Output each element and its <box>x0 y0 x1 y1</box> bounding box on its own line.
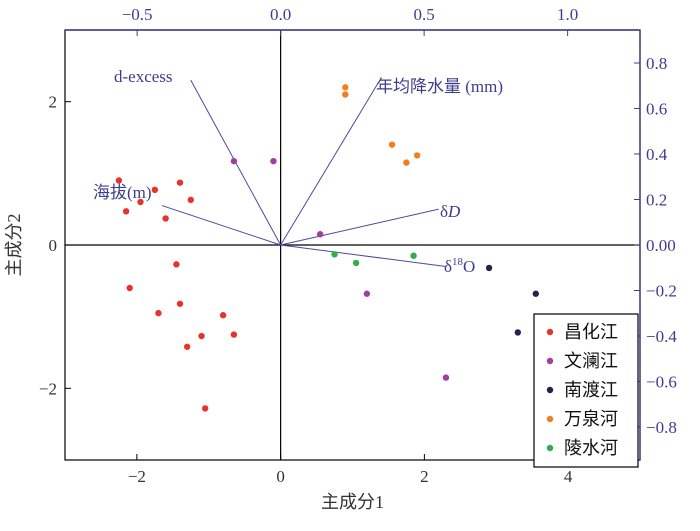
loading-label: 年均降水量 (mm) <box>376 77 503 96</box>
loading-label: δD <box>440 202 461 221</box>
top-tick-label: 0.0 <box>270 5 291 24</box>
y-tick-label: 2 <box>49 93 58 112</box>
legend-label: 南渡江 <box>564 380 618 400</box>
right-tick-label: −0.6 <box>646 373 677 392</box>
data-point <box>413 152 421 159</box>
right-tick-label: −0.4 <box>646 327 677 346</box>
x-tick-label: 4 <box>564 467 573 486</box>
data-point <box>176 300 184 307</box>
x-tick-label: −2 <box>128 467 146 486</box>
data-point <box>410 252 417 259</box>
legend-label: 昌化江 <box>564 322 618 342</box>
data-point <box>126 284 133 292</box>
y-axis-title: 主成分2 <box>4 214 24 277</box>
data-point <box>485 264 493 272</box>
legend-marker <box>546 357 554 365</box>
axes: −2 0 2 4 −2 0 2 −0.5 0.0 0.5 1.0 0.8 0.6 0.4 0.2 0.00 −0… <box>4 5 677 512</box>
loading-vector <box>280 208 439 246</box>
data-point <box>403 159 410 166</box>
x-tick-label: 2 <box>420 467 429 486</box>
data-point <box>162 215 169 222</box>
loading-label: 海拔(m) <box>93 183 152 202</box>
data-point <box>198 332 205 340</box>
top-tick-label: −0.5 <box>122 5 153 24</box>
data-point <box>176 179 184 186</box>
data-point <box>155 309 162 317</box>
data-point <box>137 198 144 206</box>
top-tick-label: 0.5 <box>414 5 435 24</box>
data-point <box>173 261 180 268</box>
legend-label: 万泉河 <box>564 409 618 429</box>
legend-marker <box>546 328 554 336</box>
data-point <box>230 157 238 165</box>
data-point <box>183 343 191 350</box>
data-point <box>151 186 159 194</box>
legend-marker <box>546 415 554 423</box>
data-point <box>316 231 324 238</box>
data-point <box>230 331 238 338</box>
right-tick-label: 0.6 <box>646 100 667 119</box>
data-point <box>363 290 371 297</box>
loading-vector <box>280 83 379 246</box>
data-point <box>331 251 338 258</box>
data-point <box>342 84 349 91</box>
data-point <box>270 157 277 165</box>
top-tick-label: 1.0 <box>557 5 578 24</box>
data-point <box>201 405 209 412</box>
data-point <box>187 196 194 204</box>
data-point <box>514 329 522 336</box>
data-point <box>342 91 349 98</box>
right-tick-label: 0.4 <box>646 145 668 164</box>
legend-label: 文澜江 <box>564 351 618 371</box>
x-axis-title: 主成分1 <box>321 492 384 512</box>
loading-label: δ18O <box>444 256 475 276</box>
data-point <box>532 290 539 297</box>
y-tick-label: −2 <box>39 379 57 398</box>
right-tick-label: −0.8 <box>646 418 677 437</box>
loading-vectors: d-excess 年均降水量 (mm) 海拔(m) δD δ18O <box>93 67 503 276</box>
data-points <box>115 84 539 412</box>
data-point <box>442 374 450 381</box>
legend-marker <box>546 444 554 452</box>
loading-vector <box>280 244 447 267</box>
y-tick-label: 0 <box>49 236 58 255</box>
data-point <box>122 208 130 215</box>
data-point <box>115 177 123 184</box>
right-tick-label: 0.2 <box>646 191 667 210</box>
data-point <box>219 312 227 319</box>
right-tick-label: −0.2 <box>646 282 677 301</box>
legend-marker <box>546 386 554 394</box>
x-tick-label: 0 <box>276 467 285 486</box>
loading-label: d-excess <box>114 67 173 86</box>
right-tick-label: 0.8 <box>646 54 667 73</box>
legend-label: 陵水河 <box>564 438 618 458</box>
data-point <box>352 259 360 267</box>
right-tick-label: 0.00 <box>646 236 676 255</box>
loading-vector <box>161 205 281 246</box>
data-point <box>388 141 396 148</box>
